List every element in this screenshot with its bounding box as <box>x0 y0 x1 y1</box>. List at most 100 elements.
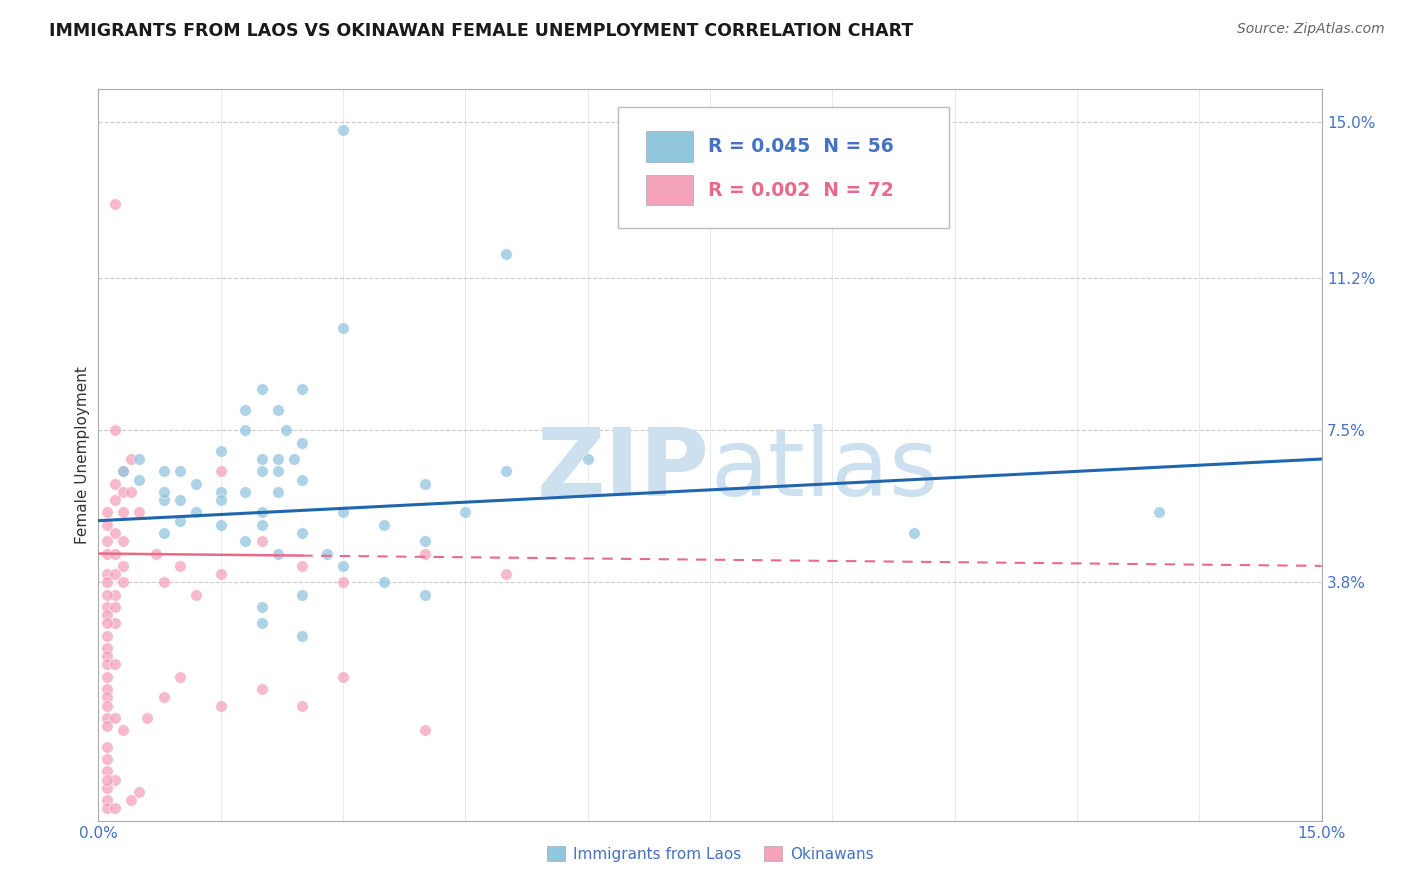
Point <box>111 464 134 478</box>
Point <box>413 547 436 561</box>
Point <box>373 517 395 532</box>
Point <box>104 476 127 491</box>
Point <box>96 616 118 631</box>
Point <box>495 464 517 478</box>
Point <box>111 484 134 499</box>
Point <box>152 493 174 508</box>
Point <box>152 464 174 478</box>
Point <box>96 801 118 815</box>
Point <box>332 123 354 137</box>
Point <box>233 534 256 549</box>
Point <box>96 608 118 623</box>
Point <box>111 534 134 549</box>
Point <box>209 484 232 499</box>
Point <box>104 657 127 672</box>
Point <box>267 452 290 467</box>
Legend: Immigrants from Laos, Okinawans: Immigrants from Laos, Okinawans <box>540 839 880 868</box>
Point <box>104 423 127 437</box>
Point <box>250 382 273 396</box>
Point <box>120 793 142 807</box>
Point <box>315 547 337 561</box>
Point <box>104 493 127 508</box>
Point <box>332 320 354 334</box>
Point <box>96 752 118 766</box>
Point <box>291 473 314 487</box>
Point <box>291 558 314 573</box>
Point <box>267 484 290 499</box>
Point <box>111 464 134 478</box>
Text: ZIP: ZIP <box>537 424 710 516</box>
Point <box>250 464 273 478</box>
Point <box>96 629 118 643</box>
Point <box>96 793 118 807</box>
Point <box>96 657 118 672</box>
Point <box>495 246 517 260</box>
Point <box>104 197 127 211</box>
Point <box>111 723 134 738</box>
Text: R = 0.045  N = 56: R = 0.045 N = 56 <box>707 136 893 156</box>
Point <box>267 464 290 478</box>
Point <box>291 382 314 396</box>
Point <box>186 505 208 519</box>
Point <box>96 780 118 795</box>
Point <box>120 484 142 499</box>
Point <box>152 526 174 541</box>
Point <box>128 785 150 799</box>
Point <box>413 476 436 491</box>
Point <box>152 575 174 590</box>
Point <box>96 690 118 705</box>
Point <box>250 616 273 631</box>
Point <box>332 575 354 590</box>
Point <box>332 558 354 573</box>
Point <box>373 575 395 590</box>
Text: atlas: atlas <box>710 424 938 516</box>
Point <box>250 517 273 532</box>
Point <box>454 505 477 519</box>
Point <box>111 505 134 519</box>
Point <box>128 452 150 467</box>
Point <box>96 682 118 697</box>
Point <box>120 452 142 467</box>
Point <box>104 588 127 602</box>
Point <box>96 719 118 733</box>
Point <box>186 476 208 491</box>
Point <box>169 670 191 684</box>
Point <box>96 547 118 561</box>
Point <box>96 698 118 713</box>
Point <box>96 505 118 519</box>
Point <box>250 682 273 697</box>
Point <box>413 534 436 549</box>
Point <box>186 588 208 602</box>
Y-axis label: Female Unemployment: Female Unemployment <box>75 366 90 544</box>
Point <box>250 505 273 519</box>
Point <box>413 588 436 602</box>
Point <box>104 526 127 541</box>
Point <box>413 723 436 738</box>
Point <box>96 772 118 787</box>
Point <box>104 711 127 725</box>
Point <box>209 567 232 582</box>
Point <box>104 616 127 631</box>
Point <box>274 423 297 437</box>
Point <box>291 629 314 643</box>
Point <box>96 517 118 532</box>
Point <box>169 464 191 478</box>
Point <box>96 739 118 754</box>
Point <box>332 505 354 519</box>
Point <box>903 526 925 541</box>
Point <box>169 514 191 528</box>
Point <box>291 435 314 450</box>
Point <box>104 547 127 561</box>
Point <box>209 443 232 458</box>
Point <box>291 526 314 541</box>
Point <box>250 452 273 467</box>
Point <box>96 711 118 725</box>
Point <box>233 423 256 437</box>
Point <box>96 764 118 779</box>
Point <box>291 588 314 602</box>
Point <box>104 599 127 614</box>
Point <box>96 599 118 614</box>
Point <box>96 641 118 656</box>
Point <box>96 575 118 590</box>
Point <box>96 567 118 582</box>
